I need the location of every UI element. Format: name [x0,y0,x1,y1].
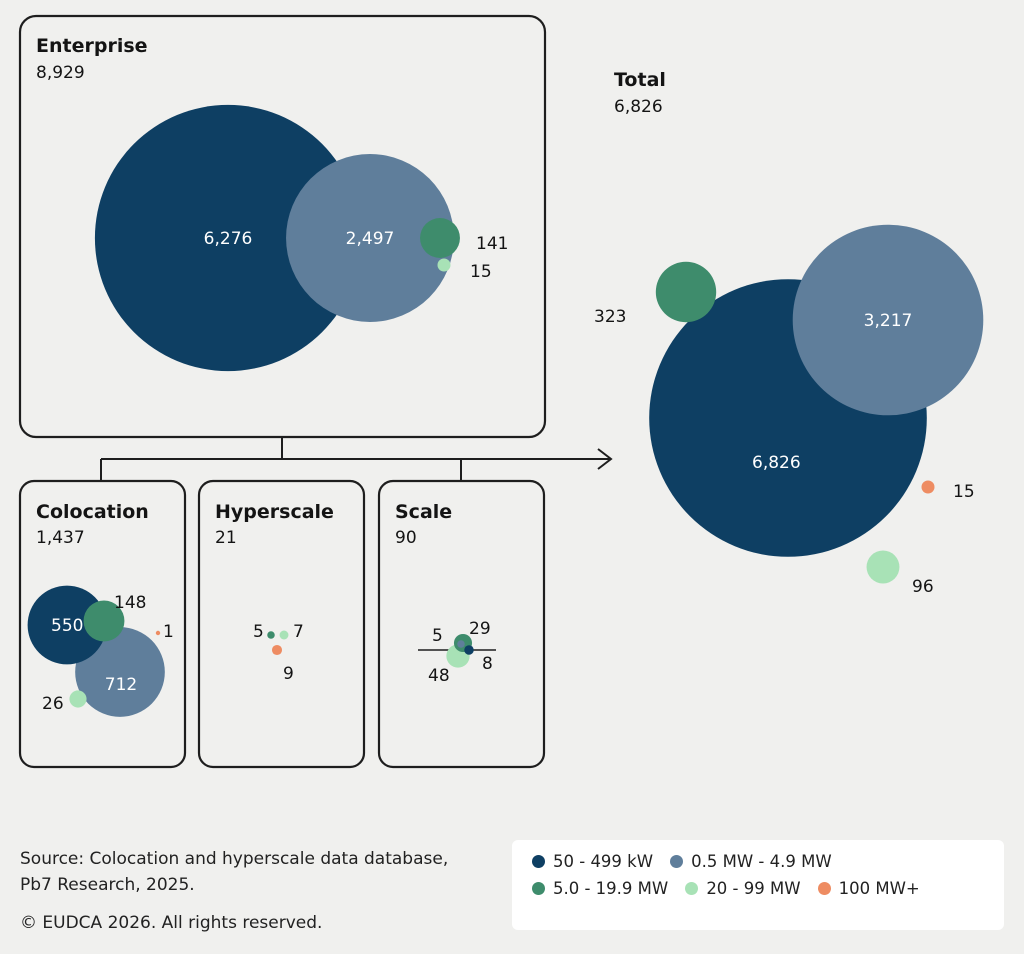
hyperscale-label-100-mw: 9 [283,664,294,684]
total-bubble-20-99-mw [866,550,900,584]
scale-title: Scale [395,501,452,523]
legend-swatch [817,882,831,895]
hyperscale-total: 21 [215,528,237,548]
bubble-layer: 6,276 2,497 141156,8263,217323961571255014… [27,104,984,717]
colocation-label-5-0-19-9-mw: 148 [114,593,146,613]
enterprise-bubble-5-0-19-9-mw [420,218,460,258]
enterprise-label-5-0-19-9-mw: 141 [476,234,508,254]
legend-label: 50 - 499 kW [553,852,654,871]
total-total: 6,826 [614,97,663,117]
hyperscale-bubble-5-0-19-9-mw [267,631,275,639]
enterprise-bubble-50-499-kw [94,104,362,372]
scale-panel [377,479,546,769]
source-line-2: Pb7 Research, 2025. [20,875,195,895]
colocation-label-50-499-kw: 550 [51,616,83,636]
total-label-5-0-19-9-mw: 323 [594,307,626,327]
legend-label: 20 - 99 MW [706,879,801,898]
scale-label-50-499-kw: 8 [482,654,493,674]
connector-lines [100,437,462,481]
total-bubble-0-5-mw-4-9-mw [792,224,984,416]
legend-label: 100 MW+ [838,879,920,898]
legend: 50 - 499 kW 0.5 MW - 4.9 MW 5.0 - 19.9 M… [512,840,1004,930]
colocation-label-100-mw: 1 [163,622,174,642]
legend-swatch [532,882,545,895]
enterprise-label-20-99-mw: 15 [470,262,492,282]
arrow-head-icon [597,448,613,470]
colocation-title: Colocation [36,501,149,523]
hyperscale-bubble-20-99-mw [279,630,289,640]
legend-item: 20 - 99 MW [685,879,801,898]
total-bubble-100-mw [921,480,935,494]
hyperscale-panel [197,479,366,769]
total-label-50-499-kw: 6,826 [752,453,801,473]
scale-bubble-0-5-mw-4-9-mw [457,640,465,648]
colocation-bubble-100-mw [155,630,161,636]
legend-swatch [685,882,699,895]
colocation-bubble-5-0-19-9-mw [83,600,125,642]
scale-label-5-0-19-9-mw: 29 [469,619,491,639]
copyright-text: © EUDCA 2026. All rights reserved. [20,913,323,933]
total-title: Total [614,69,666,91]
colocation-total: 1,437 [36,528,85,548]
legend-item: 50 - 499 kW [532,852,653,871]
copyright-note: © EUDCA 2026. All rights reserved. [20,910,490,936]
hyperscale-label-20-99-mw: 7 [293,622,304,642]
hyperscale-bubble-100-mw [271,644,283,656]
scale-total: 90 [395,528,417,548]
legend-item: 100 MW+ [817,879,920,898]
legend-label: 0.5 MW - 4.9 MW [691,852,832,871]
scale-label-20-99-mw: 48 [428,666,450,686]
total-label-0-5-mw-4-9-mw: 3,217 [864,311,913,331]
legend-item: 0.5 MW - 4.9 MW [670,852,832,871]
enterprise-bubble-0-5-mw-4-9-mw [286,154,454,322]
source-note: Source: Colocation and hyperscale data d… [20,846,490,898]
colocation-bubble-50-499-kw [27,585,107,665]
hyperscale-label-5-0-19-9-mw: 5 [253,622,264,642]
colocation-label-0-5-mw-4-9-mw: 712 [105,675,137,695]
enterprise-bubble-20-99-mw [437,258,451,272]
colocation-panel [18,479,187,769]
scale-bubble-50-499-kw [464,645,474,655]
enterprise-label-50-499-kw: 6,276 [204,229,253,249]
colocation-label-20-99-mw: 26 [42,694,64,714]
enterprise-label-0-5-mw-4-9-mw: 2,497 [346,229,395,249]
hyperscale-title: Hyperscale [215,501,334,523]
total-bubble-5-0-19-9-mw [655,261,717,323]
legend-swatch [670,855,684,868]
legend-label: 5.0 - 19.9 MW [553,879,669,898]
total-label-100-mw: 15 [953,482,975,502]
total-label-20-99-mw: 96 [912,577,934,597]
colocation-bubble-20-99-mw [69,690,87,708]
enterprise-total: 8,929 [36,63,85,83]
legend-item: 5.0 - 19.9 MW [532,879,668,898]
legend-swatch [532,855,545,868]
enterprise-title: Enterprise [36,35,148,57]
source-line-1: Source: Colocation and hyperscale data d… [20,849,449,869]
scale-label-0-5-mw-4-9-mw: 5 [432,626,443,646]
